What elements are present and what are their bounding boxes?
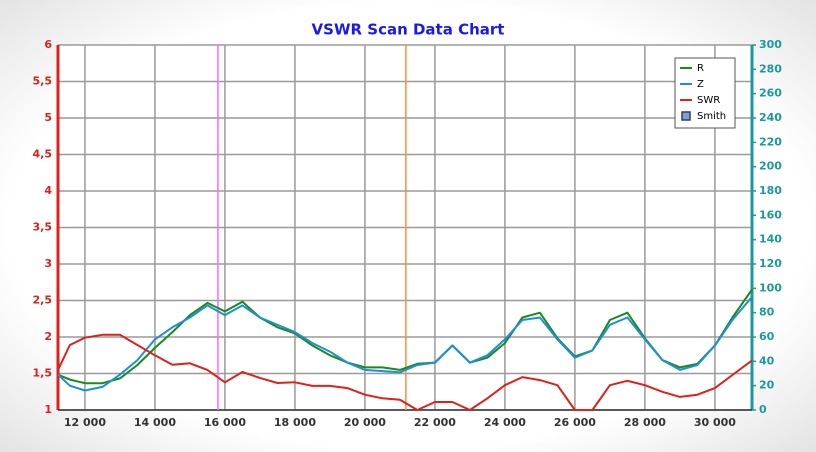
chart-title: VSWR Scan Data Chart [312,21,505,39]
y2-tick-label: 0 [759,403,767,416]
y2-tick-label: 80 [759,306,775,319]
y2-tick-label: 300 [759,38,782,51]
y-tick-label: 1,5 [33,367,53,380]
series-line [57,289,753,385]
y2-tick-label: 140 [759,233,782,246]
y2-tick-label: 100 [759,281,782,294]
legend-label: Smith [697,111,726,122]
x-tick-label: 26 000 [554,416,596,429]
y2-tick-label: 240 [759,111,782,124]
y-tick-label: 6 [44,38,52,51]
y-tick-label: 3 [44,257,52,270]
x-tick-label: 18 000 [274,416,316,429]
y2-tick-label: 220 [759,135,782,148]
y2-tick-label: 120 [759,257,782,270]
x-tick-label: 12 000 [64,416,106,429]
legend-label: SWR [697,95,720,106]
y-tick-label: 1 [44,403,52,416]
x-tick-label: 28 000 [624,416,666,429]
legend-label: Z [697,79,704,90]
x-tick-label: 24 000 [484,416,526,429]
y-tick-label: 3,5 [33,221,53,234]
series-line [57,333,753,411]
y-tick-label: 2,5 [33,294,53,307]
y2-tick-label: 280 [759,62,782,75]
y2-tick-label: 160 [759,208,782,221]
y2-tick-label: 180 [759,184,782,197]
y2-tick-label: 260 [759,87,782,100]
y-tick-label: 4 [44,184,52,197]
y-tick-label: 5 [44,111,52,124]
y2-tick-label: 200 [759,160,782,173]
legend-label: R [697,63,704,74]
x-tick-label: 20 000 [344,416,386,429]
y2-tick-label: 20 [759,379,775,392]
x-tick-label: 22 000 [414,416,456,429]
y2-tick-label: 40 [759,354,775,367]
series-line [57,296,753,392]
y-tick-label: 4,5 [33,148,53,161]
x-tick-label: 30 000 [694,416,736,429]
legend-swatch [681,111,691,121]
y-tick-label: 5,5 [33,75,53,88]
y-tick-label: 2 [44,330,52,343]
x-tick-label: 16 000 [204,416,246,429]
y2-tick-label: 60 [759,330,775,343]
x-tick-label: 14 000 [134,416,176,429]
